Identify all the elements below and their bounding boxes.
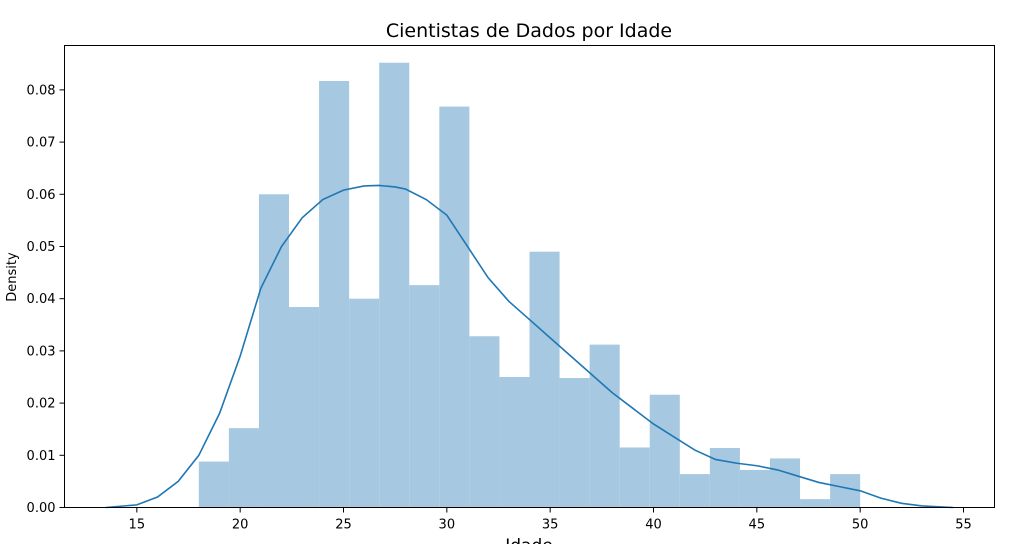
y-tick-label: 0.02 bbox=[27, 397, 56, 412]
histogram-bar bbox=[649, 394, 680, 508]
x-tick-label: 55 bbox=[955, 518, 972, 533]
histogram-bar bbox=[709, 447, 740, 508]
y-axis-ticks: 0.00 0.01 0.02 0.03 0.04 0.05 0.06 0.07 0.08 bbox=[27, 83, 65, 516]
y-tick-label: 0.05 bbox=[27, 240, 56, 255]
x-tick-label: 30 bbox=[439, 518, 456, 533]
y-tick-label: 0.01 bbox=[27, 449, 56, 464]
histogram-bars bbox=[198, 62, 861, 508]
y-tick-label: 0.06 bbox=[27, 188, 56, 203]
histogram-bar bbox=[499, 376, 530, 508]
chart-title: Cientistas de Dados por Idade bbox=[386, 20, 672, 42]
histogram-bar bbox=[228, 428, 259, 508]
histogram-bar bbox=[289, 307, 320, 508]
histogram-bar bbox=[439, 106, 470, 508]
histogram-bar bbox=[258, 194, 290, 508]
histogram-bar bbox=[619, 447, 650, 508]
x-tick-label: 45 bbox=[749, 518, 766, 533]
histogram-bar bbox=[739, 469, 770, 508]
histogram-bar bbox=[379, 62, 410, 508]
x-axis-label: Idade bbox=[505, 536, 552, 544]
histogram-bar bbox=[409, 285, 440, 508]
histogram-bar bbox=[830, 474, 861, 508]
histogram-bar bbox=[679, 474, 710, 508]
histogram-bar bbox=[198, 461, 229, 508]
x-axis-ticks: 15 20 25 30 35 40 45 50 55 bbox=[129, 507, 972, 533]
x-tick-label: 25 bbox=[335, 518, 352, 533]
histogram-bar bbox=[529, 251, 560, 508]
y-tick-label: 0.00 bbox=[27, 501, 56, 516]
histogram-bar bbox=[469, 336, 500, 508]
histogram-bar bbox=[559, 378, 590, 508]
histogram-bar bbox=[349, 298, 380, 508]
y-tick-label: 0.04 bbox=[27, 292, 56, 307]
x-tick-label: 15 bbox=[129, 518, 146, 533]
x-tick-label: 50 bbox=[852, 518, 869, 533]
y-tick-label: 0.08 bbox=[27, 83, 56, 98]
y-tick-label: 0.07 bbox=[27, 136, 56, 151]
histogram-bar bbox=[769, 458, 801, 508]
x-tick-label: 40 bbox=[645, 518, 662, 533]
histogram-bar bbox=[800, 499, 831, 508]
y-axis-label: Density bbox=[5, 252, 20, 302]
histogram-bar bbox=[589, 344, 620, 508]
histogram-bar bbox=[319, 80, 350, 508]
x-tick-label: 35 bbox=[542, 518, 559, 533]
kde-line bbox=[105, 184, 954, 509]
plot-frame bbox=[64, 45, 995, 508]
y-tick-label: 0.03 bbox=[27, 344, 56, 359]
x-tick-label: 20 bbox=[232, 518, 249, 533]
